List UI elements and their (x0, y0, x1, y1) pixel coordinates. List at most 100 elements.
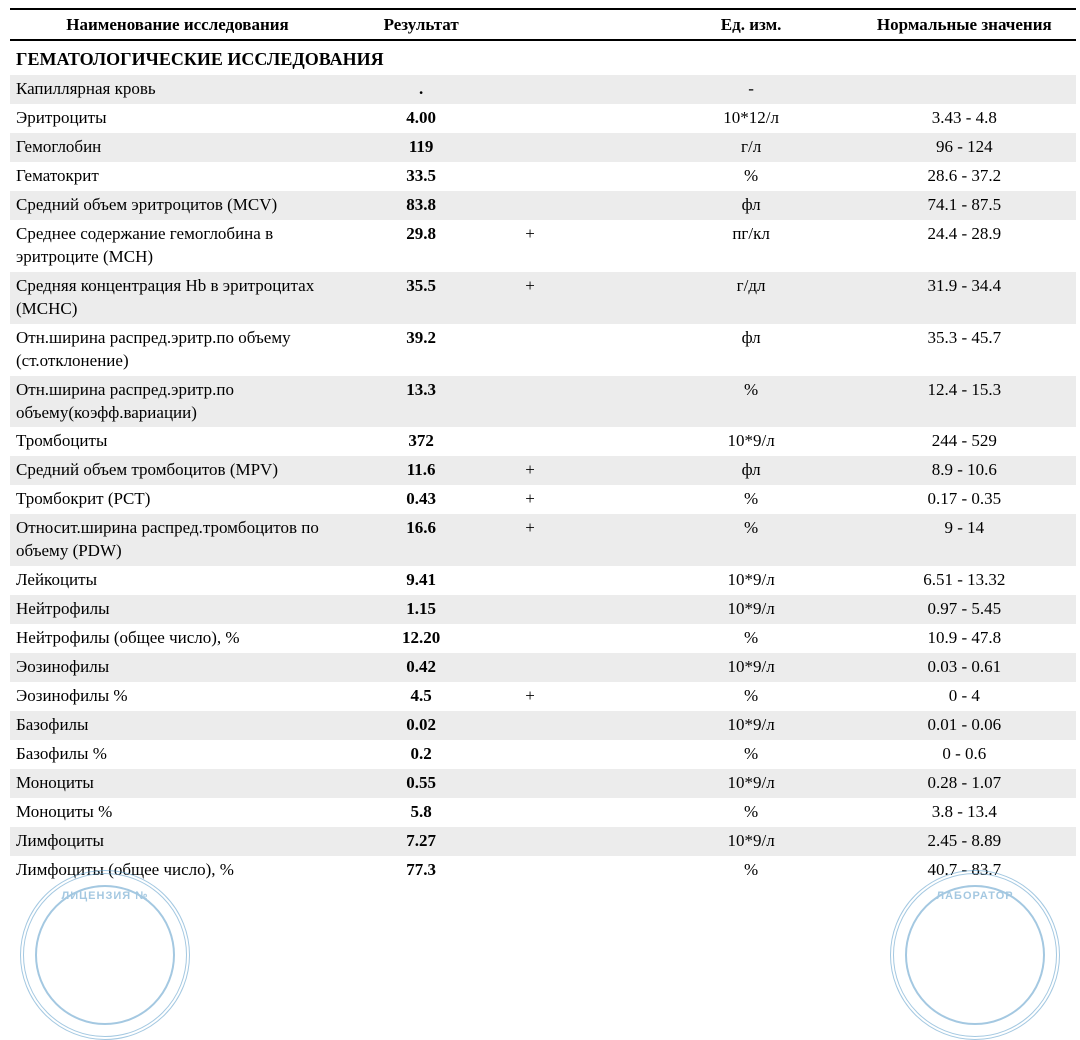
test-result: 119 (345, 133, 497, 162)
test-flag: + (497, 485, 649, 514)
test-name: Средняя концентрация Hb в эритроцитах (M… (10, 272, 345, 324)
test-result: 12.20 (345, 624, 497, 653)
test-result: 9.41 (345, 566, 497, 595)
test-result: 77.3 (345, 856, 497, 885)
test-name: Эритроциты (10, 104, 345, 133)
test-unit: % (650, 856, 853, 885)
test-flag (497, 653, 649, 682)
table-row: Лейкоциты9.4110*9/л6.51 - 13.32 (10, 566, 1076, 595)
table-row: Лимфоциты7.2710*9/л2.45 - 8.89 (10, 827, 1076, 856)
test-norm: 24.4 - 28.9 (853, 220, 1076, 272)
test-result: 83.8 (345, 191, 497, 220)
test-flag: + (497, 456, 649, 485)
test-norm: 10.9 - 47.8 (853, 624, 1076, 653)
test-unit: % (650, 376, 853, 428)
test-norm: 0.17 - 0.35 (853, 485, 1076, 514)
test-name: Моноциты % (10, 798, 345, 827)
table-row: Базофилы %0.2%0 - 0.6 (10, 740, 1076, 769)
test-name: Тромбоциты (10, 427, 345, 456)
test-flag (497, 427, 649, 456)
test-result: 35.5 (345, 272, 497, 324)
test-norm: 3.8 - 13.4 (853, 798, 1076, 827)
table-row: Тромбоциты37210*9/л244 - 529 (10, 427, 1076, 456)
col-unit: Ед. изм. (650, 9, 853, 40)
test-unit: % (650, 682, 853, 711)
test-norm (853, 75, 1076, 104)
table-row: Среднее содержание гемоглобина в эритроц… (10, 220, 1076, 272)
table-body: ГЕМАТОЛОГИЧЕСКИЕ ИССЛЕДОВАНИЯ Капиллярна… (10, 40, 1076, 884)
test-name: Нейтрофилы (10, 595, 345, 624)
test-unit: % (650, 624, 853, 653)
test-result: 0.55 (345, 769, 497, 798)
test-norm: 244 - 529 (853, 427, 1076, 456)
test-flag (497, 324, 649, 376)
test-norm: 2.45 - 8.89 (853, 827, 1076, 856)
test-result: 5.8 (345, 798, 497, 827)
section-row: ГЕМАТОЛОГИЧЕСКИЕ ИССЛЕДОВАНИЯ (10, 40, 1076, 75)
test-unit: фл (650, 191, 853, 220)
test-result: 0.02 (345, 711, 497, 740)
test-unit: % (650, 740, 853, 769)
test-result: 0.42 (345, 653, 497, 682)
table-row: Эритроциты4.0010*12/л3.43 - 4.8 (10, 104, 1076, 133)
test-flag: + (497, 514, 649, 566)
test-result: 33.5 (345, 162, 497, 191)
stamp-right: ЛАБОРАТОР (890, 870, 1060, 1040)
test-norm: 3.43 - 4.8 (853, 104, 1076, 133)
test-norm: 35.3 - 45.7 (853, 324, 1076, 376)
table-row: Капиллярная кровь.- (10, 75, 1076, 104)
test-norm: 12.4 - 15.3 (853, 376, 1076, 428)
table-row: Нейтрофилы1.15 10*9/л0.97 - 5.45 (10, 595, 1076, 624)
test-name: Отн.ширина распред.эритр.по объему (ст.о… (10, 324, 345, 376)
test-result: 372 (345, 427, 497, 456)
table-row: Эозинофилы0.4210*9/л0.03 - 0.61 (10, 653, 1076, 682)
test-result: 29.8 (345, 220, 497, 272)
stamp-left-text: ЛИЦЕНЗИЯ № (24, 890, 186, 902)
test-norm: 0 - 4 (853, 682, 1076, 711)
stamp-left: ЛИЦЕНЗИЯ № (20, 870, 190, 1040)
test-name: Лимфоциты (10, 827, 345, 856)
test-flag: + (497, 682, 649, 711)
table-row: Эозинофилы %4.5+%0 - 4 (10, 682, 1076, 711)
test-flag (497, 769, 649, 798)
test-result: 1.15 (345, 595, 497, 624)
test-result: 11.6 (345, 456, 497, 485)
table-row: Отн.ширина распред.эритр.по объему(коэфф… (10, 376, 1076, 428)
test-name: Базофилы (10, 711, 345, 740)
test-norm: 0.97 - 5.45 (853, 595, 1076, 624)
test-unit: пг/кл (650, 220, 853, 272)
lab-report: Наименование исследования Результат Ед. … (0, 0, 1080, 884)
results-table: Наименование исследования Результат Ед. … (10, 8, 1076, 884)
test-flag (497, 624, 649, 653)
test-norm: 0.28 - 1.07 (853, 769, 1076, 798)
test-norm: 9 - 14 (853, 514, 1076, 566)
test-flag (497, 162, 649, 191)
col-result: Результат (345, 9, 497, 40)
test-norm: 8.9 - 10.6 (853, 456, 1076, 485)
test-flag: + (497, 272, 649, 324)
table-row: Нейтрофилы (общее число), %12.20%10.9 - … (10, 624, 1076, 653)
test-norm: 28.6 - 37.2 (853, 162, 1076, 191)
test-name: Гематокрит (10, 162, 345, 191)
test-name: Лейкоциты (10, 566, 345, 595)
table-row: Базофилы0.0210*9/л0.01 - 0.06 (10, 711, 1076, 740)
test-name: Отн.ширина распред.эритр.по объему(коэфф… (10, 376, 345, 428)
test-name: Базофилы % (10, 740, 345, 769)
test-result: 4.5 (345, 682, 497, 711)
test-result: 0.43 (345, 485, 497, 514)
test-name: Лимфоциты (общее число), % (10, 856, 345, 885)
test-unit: г/л (650, 133, 853, 162)
table-row: Средний объем эритроцитов (MCV)83.8фл74.… (10, 191, 1076, 220)
test-flag (497, 566, 649, 595)
test-unit: 10*9/л (650, 653, 853, 682)
test-norm: 74.1 - 87.5 (853, 191, 1076, 220)
section-title: ГЕМАТОЛОГИЧЕСКИЕ ИССЛЕДОВАНИЯ (10, 40, 1076, 75)
test-flag (497, 75, 649, 104)
table-row: Средний объем тромбоцитов (MPV)11.6+фл8.… (10, 456, 1076, 485)
test-name: Капиллярная кровь (10, 75, 345, 104)
test-unit: 10*9/л (650, 595, 853, 624)
test-unit: 10*12/л (650, 104, 853, 133)
col-flag (497, 9, 649, 40)
test-name: Тромбокрит (PCT) (10, 485, 345, 514)
table-row: Тромбокрит (PCT)0.43+%0.17 - 0.35 (10, 485, 1076, 514)
